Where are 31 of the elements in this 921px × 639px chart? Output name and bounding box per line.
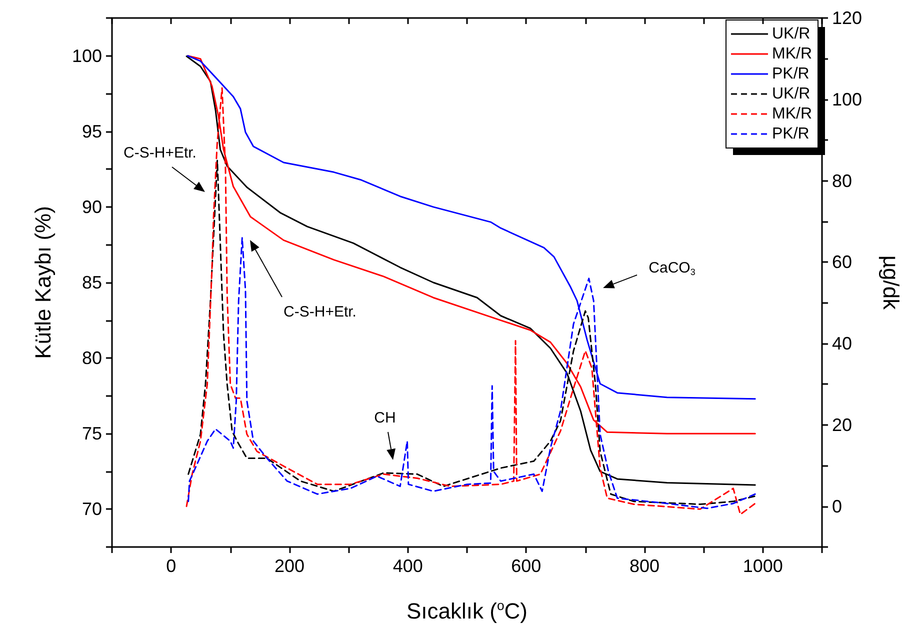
y-tick-label: 80 — [82, 348, 102, 368]
y-axis-title: Kütle Kaybı (%) — [30, 206, 56, 359]
legend-label: PK/R — [772, 66, 810, 82]
y-tick-label: 95 — [82, 121, 102, 142]
y2-tick-label: 40 — [832, 334, 852, 354]
y-tick-label: 100 — [72, 46, 102, 66]
y-tick-label: 85 — [82, 272, 102, 292]
legend-label: MK/R — [772, 106, 812, 122]
x-tick-label: 400 — [392, 556, 423, 576]
legend-label: MK/R — [772, 46, 812, 62]
y2-tick-label: 100 — [832, 89, 862, 110]
annotation: C-S-H+Etr. — [124, 144, 196, 162]
annotation: CH — [374, 410, 396, 426]
y2-axis-title: µg/dk — [878, 255, 904, 311]
y-tick-label: 90 — [82, 196, 102, 217]
annotation: C-S-H+Etr. — [284, 304, 356, 320]
y2-tick-label: 60 — [832, 252, 852, 272]
x-tick-label: 200 — [274, 556, 305, 576]
legend-label: PK/R — [772, 126, 810, 142]
y2-tick-label: 80 — [832, 170, 852, 191]
x-tick-label: 1000 — [742, 556, 783, 576]
y-tick-label: 75 — [82, 424, 102, 444]
x-tick-label: 0 — [166, 556, 176, 576]
legend-label: UK/R — [772, 86, 810, 102]
y2-tick-label: 20 — [832, 414, 852, 435]
x-tick-label: 600 — [511, 556, 542, 576]
y2-tick-label: 0 — [832, 496, 842, 516]
x-tick-label: 800 — [629, 556, 660, 576]
y-tick-label: 70 — [82, 499, 102, 520]
y2-tick-label: 120 — [832, 8, 862, 28]
legend-label: UK/R — [772, 26, 810, 42]
